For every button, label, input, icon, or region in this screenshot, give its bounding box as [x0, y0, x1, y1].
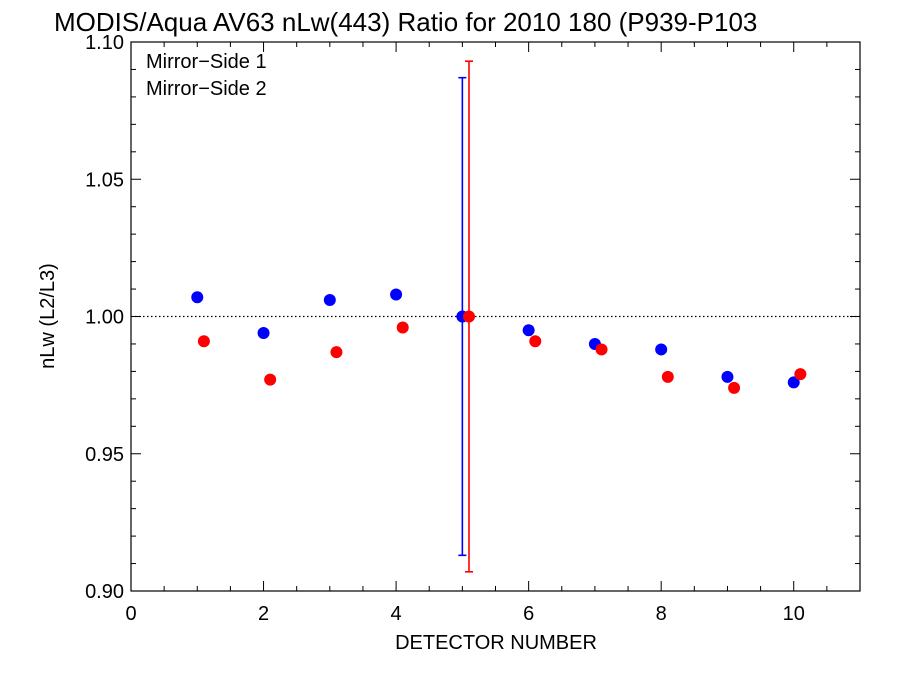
data-point-series-2: [197, 335, 210, 348]
data-point-series-1: [323, 294, 336, 307]
data-point-series-2: [264, 373, 277, 386]
data-point-series-1: [721, 370, 734, 383]
data-point-series-2: [396, 321, 409, 334]
data-point-series-2: [661, 370, 674, 383]
data-point-series-2: [330, 346, 343, 359]
data-point-series-1: [522, 324, 535, 337]
x-tick-label: 0: [125, 603, 136, 625]
legend: Mirror−Side 1 Mirror−Side 2: [146, 51, 267, 100]
data-point-series-2: [728, 381, 741, 394]
data-point-series-1: [390, 288, 403, 301]
data-point-series-1: [655, 343, 668, 356]
y-tick-label: 1.00: [85, 307, 124, 329]
legend-entry-mirror-side-2: Mirror−Side 2: [146, 78, 267, 100]
x-tick-label: 10: [783, 603, 805, 625]
x-tick-label: 2: [258, 603, 269, 625]
tick-labels: 0 2 4 6 8 10 0.90 0.95 1.00 1.05 1.10: [85, 32, 805, 625]
legend-entry-mirror-side-1: Mirror−Side 1: [146, 51, 267, 73]
data-point-series-2: [794, 368, 807, 381]
y-tick-label: 0.95: [85, 444, 124, 466]
data-point-series-2: [462, 310, 475, 323]
chart-title: MODIS/Aqua AV63 nLw(443) Ratio for 2010 …: [54, 7, 757, 37]
x-tick-label: 4: [391, 603, 402, 625]
data-point-series-2: [595, 343, 608, 356]
axis-ticks: [130, 41, 860, 592]
x-tick-label: 8: [656, 603, 667, 625]
y-axis-label: nLw (L2/L3): [37, 263, 59, 369]
data-point-series-2: [529, 335, 542, 348]
y-tick-label: 1.05: [85, 169, 124, 191]
data-points: [191, 288, 807, 394]
x-tick-label: 6: [523, 603, 534, 625]
y-tick-label: 1.10: [85, 32, 124, 54]
y-tick-label: 0.90: [85, 581, 124, 603]
data-point-series-1: [191, 291, 204, 304]
data-point-series-1: [787, 376, 800, 389]
x-axis-label: DETECTOR NUMBER: [395, 632, 597, 654]
data-point-series-1: [257, 326, 270, 339]
